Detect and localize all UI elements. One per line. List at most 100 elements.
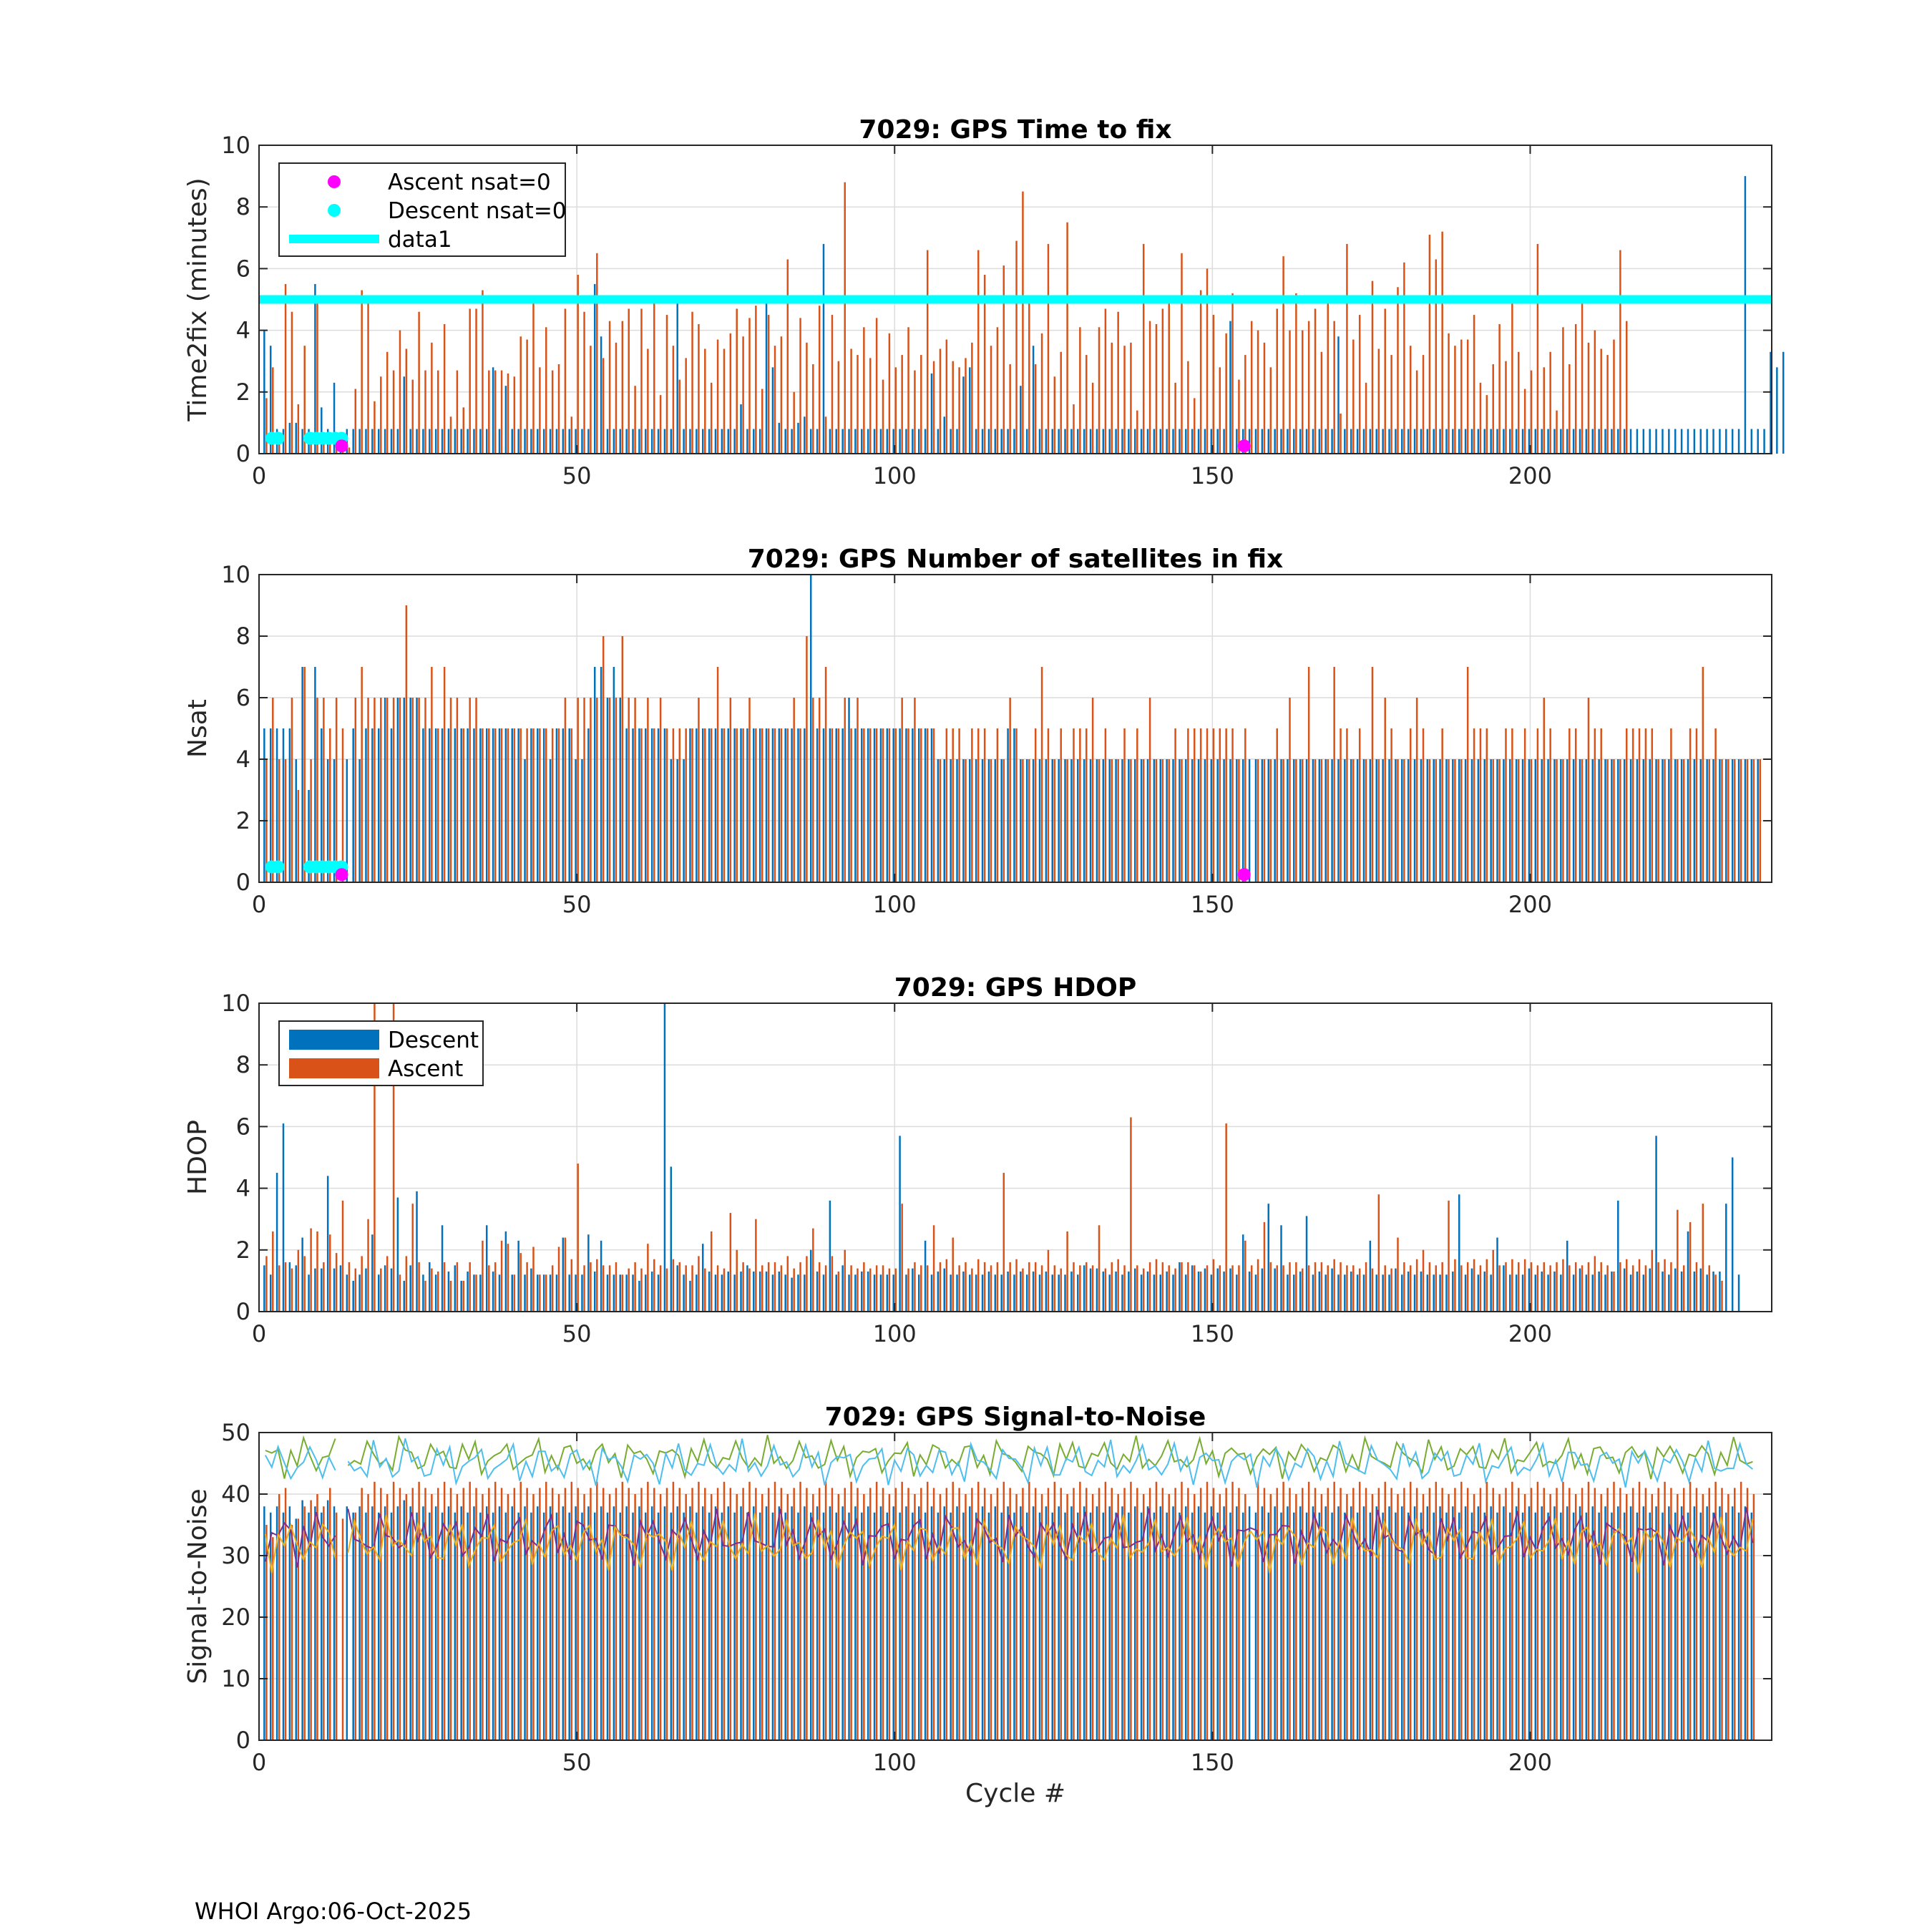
ascent-bar — [1040, 333, 1043, 454]
descent-bar — [1515, 429, 1518, 454]
axes-box — [258, 1432, 1772, 1741]
ascent-bar — [996, 1262, 999, 1312]
ascent-bar — [380, 698, 382, 882]
ascent-bar — [659, 1265, 662, 1312]
ascent-bar — [513, 1274, 516, 1312]
descent-bar — [530, 1512, 532, 1740]
descent-bar — [1464, 759, 1467, 882]
ascent-bar — [1441, 728, 1443, 882]
ascent-bar — [1530, 370, 1533, 454]
ascent-bar — [1365, 759, 1367, 882]
ascent-bar — [551, 1265, 554, 1312]
ascent-bar — [691, 1488, 693, 1740]
descent-bar — [619, 1274, 621, 1312]
ascent-bar — [1415, 370, 1418, 454]
ascent-bar — [291, 698, 293, 882]
descent-bar — [587, 728, 590, 882]
descent-bar — [1128, 1512, 1130, 1740]
ascent-bar — [500, 1488, 503, 1740]
ascent-bar — [857, 1268, 859, 1312]
descent-bar — [1140, 759, 1143, 882]
descent-bar — [1725, 1512, 1727, 1740]
ascent-bar — [1219, 1494, 1221, 1740]
ascent-bar — [736, 1494, 738, 1740]
ascent-bar — [621, 1274, 624, 1312]
ascent-bar — [1428, 759, 1431, 882]
descent-bar — [657, 1512, 660, 1740]
descent-bar — [701, 728, 704, 882]
descent-bar — [1591, 759, 1594, 882]
ascent-bar — [1181, 1262, 1183, 1312]
descent-bar — [1153, 1512, 1156, 1740]
descent-bar — [1490, 1274, 1492, 1312]
descent-bar — [1642, 1274, 1645, 1312]
descent-bar — [1369, 759, 1372, 882]
y-axis-label: HDOP — [183, 1120, 213, 1195]
descent-bar — [1267, 1512, 1269, 1740]
descent-bar — [1521, 429, 1524, 454]
descent-bar — [1058, 759, 1060, 882]
descent-bar — [1025, 759, 1028, 882]
y-tick-label: 0 — [236, 1298, 250, 1325]
descent-bar — [1241, 759, 1244, 882]
descent-bar — [1077, 759, 1079, 882]
ascent-bar — [1479, 382, 1482, 454]
ascent-bar — [361, 1488, 363, 1740]
ascent-bar — [1257, 330, 1259, 454]
ascent-bar — [1015, 240, 1018, 454]
descent-bar — [1362, 429, 1365, 454]
ascent-bar — [564, 308, 567, 454]
descent-bar — [467, 1271, 469, 1312]
ascent-bar — [1111, 1262, 1113, 1312]
ascent-bar — [1174, 1268, 1176, 1312]
ascent-bar — [1626, 1494, 1628, 1740]
descent-bar — [1280, 429, 1282, 454]
ascent-bar — [761, 1265, 763, 1312]
descent-bar — [1020, 759, 1022, 882]
ascent-bar — [907, 327, 909, 454]
ascent-bar — [831, 315, 834, 454]
ascent-bar — [354, 1512, 357, 1740]
descent-bar — [753, 1506, 755, 1740]
descent-bar — [765, 1271, 768, 1312]
descent-bar — [1261, 1268, 1264, 1312]
ascent-bar — [1142, 1494, 1145, 1740]
descent-bar — [1585, 1274, 1588, 1312]
ascent-bar — [780, 1265, 783, 1312]
x-tick-label: 150 — [1191, 1320, 1234, 1347]
ascent-bar — [1282, 759, 1284, 882]
ascent-bar — [932, 1488, 935, 1740]
ascent-bar — [1619, 1488, 1621, 1740]
descent-bar — [263, 1506, 265, 1740]
descent-bar — [1280, 759, 1282, 882]
ascent-bar — [1562, 759, 1564, 882]
descent-bar — [969, 1506, 971, 1740]
ascent-bar — [1568, 1265, 1571, 1312]
ascent-bar — [1365, 1262, 1367, 1312]
descent-bar — [263, 1265, 265, 1312]
descent-bar — [1483, 1512, 1485, 1740]
descent-bar — [886, 1274, 889, 1312]
descent-bar — [1591, 1274, 1594, 1312]
ascent-bar — [1174, 728, 1176, 882]
descent-bar — [721, 1512, 723, 1740]
descent-bar — [549, 429, 552, 454]
descent-bar — [1560, 1274, 1562, 1312]
ascent-bar — [1677, 1209, 1679, 1312]
ascent-bar — [1047, 1488, 1050, 1740]
ascent-bar — [590, 1262, 592, 1312]
nsat0-markers — [265, 860, 1251, 882]
ascent-bar — [1123, 346, 1126, 454]
descent-bar — [1254, 429, 1257, 454]
ascent-bar — [431, 667, 433, 882]
ascent-bar — [996, 327, 999, 454]
descent-bar — [1668, 1274, 1670, 1312]
descent-bar — [1712, 1512, 1714, 1740]
descent-bar — [1032, 1506, 1035, 1740]
descent-bar — [524, 1506, 526, 1740]
legend-entry: Ascent nsat=0 — [388, 170, 551, 195]
descent-bar — [650, 1271, 653, 1312]
ascent-bar — [640, 1268, 643, 1312]
ascent-bar — [1225, 1123, 1227, 1312]
